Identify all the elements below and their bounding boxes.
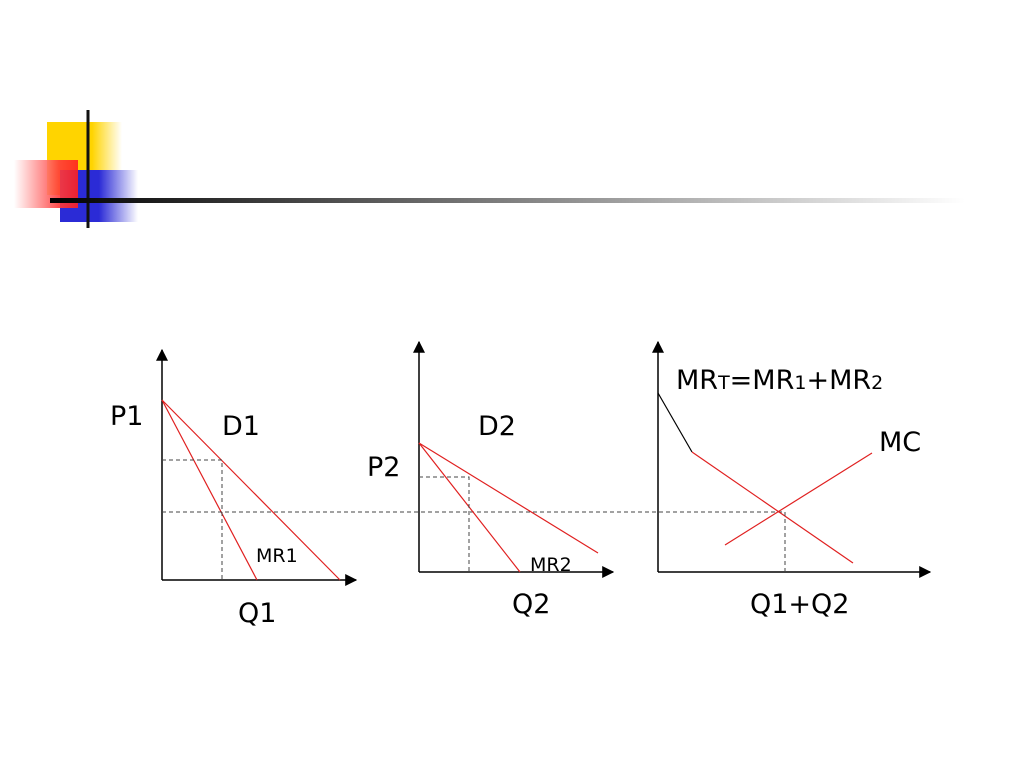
mr-label: MR2: [530, 554, 572, 576]
price-label: P1: [110, 401, 143, 432]
label-part: =MR: [730, 365, 795, 396]
mr-label: MR1: [256, 545, 298, 567]
demand-label: D1: [222, 411, 260, 442]
demand-curve: [161, 399, 341, 581]
mr-total-label: MRT=MR1+MR2: [676, 365, 883, 396]
label-part: T: [717, 372, 730, 394]
panel-1: P1 D1 MR1 Q1: [110, 348, 358, 629]
demand-label: D2: [478, 411, 516, 442]
mc-label: MC: [879, 427, 921, 458]
quantity-label: Q1: [238, 598, 276, 629]
quantity-label: Q1+Q2: [750, 589, 849, 620]
mr-total-curve: [691, 451, 854, 564]
mr-total-curve: [657, 392, 693, 453]
mc-curve: [724, 452, 873, 546]
quantity-label: Q2: [512, 589, 550, 620]
panel-3: MRT=MR1+MR2 MC Q1+Q2: [652, 340, 932, 620]
label-part: +MR: [806, 365, 871, 396]
panel-2: P2 D2 MR2 Q2: [367, 340, 615, 620]
label-part: 2: [871, 372, 883, 394]
label-part: 1: [794, 372, 806, 394]
demand-curve: [418, 442, 599, 554]
decoration: [14, 110, 965, 228]
mr-curve: [161, 399, 258, 581]
price-label: P2: [367, 452, 400, 483]
label-part: MR: [676, 365, 718, 396]
